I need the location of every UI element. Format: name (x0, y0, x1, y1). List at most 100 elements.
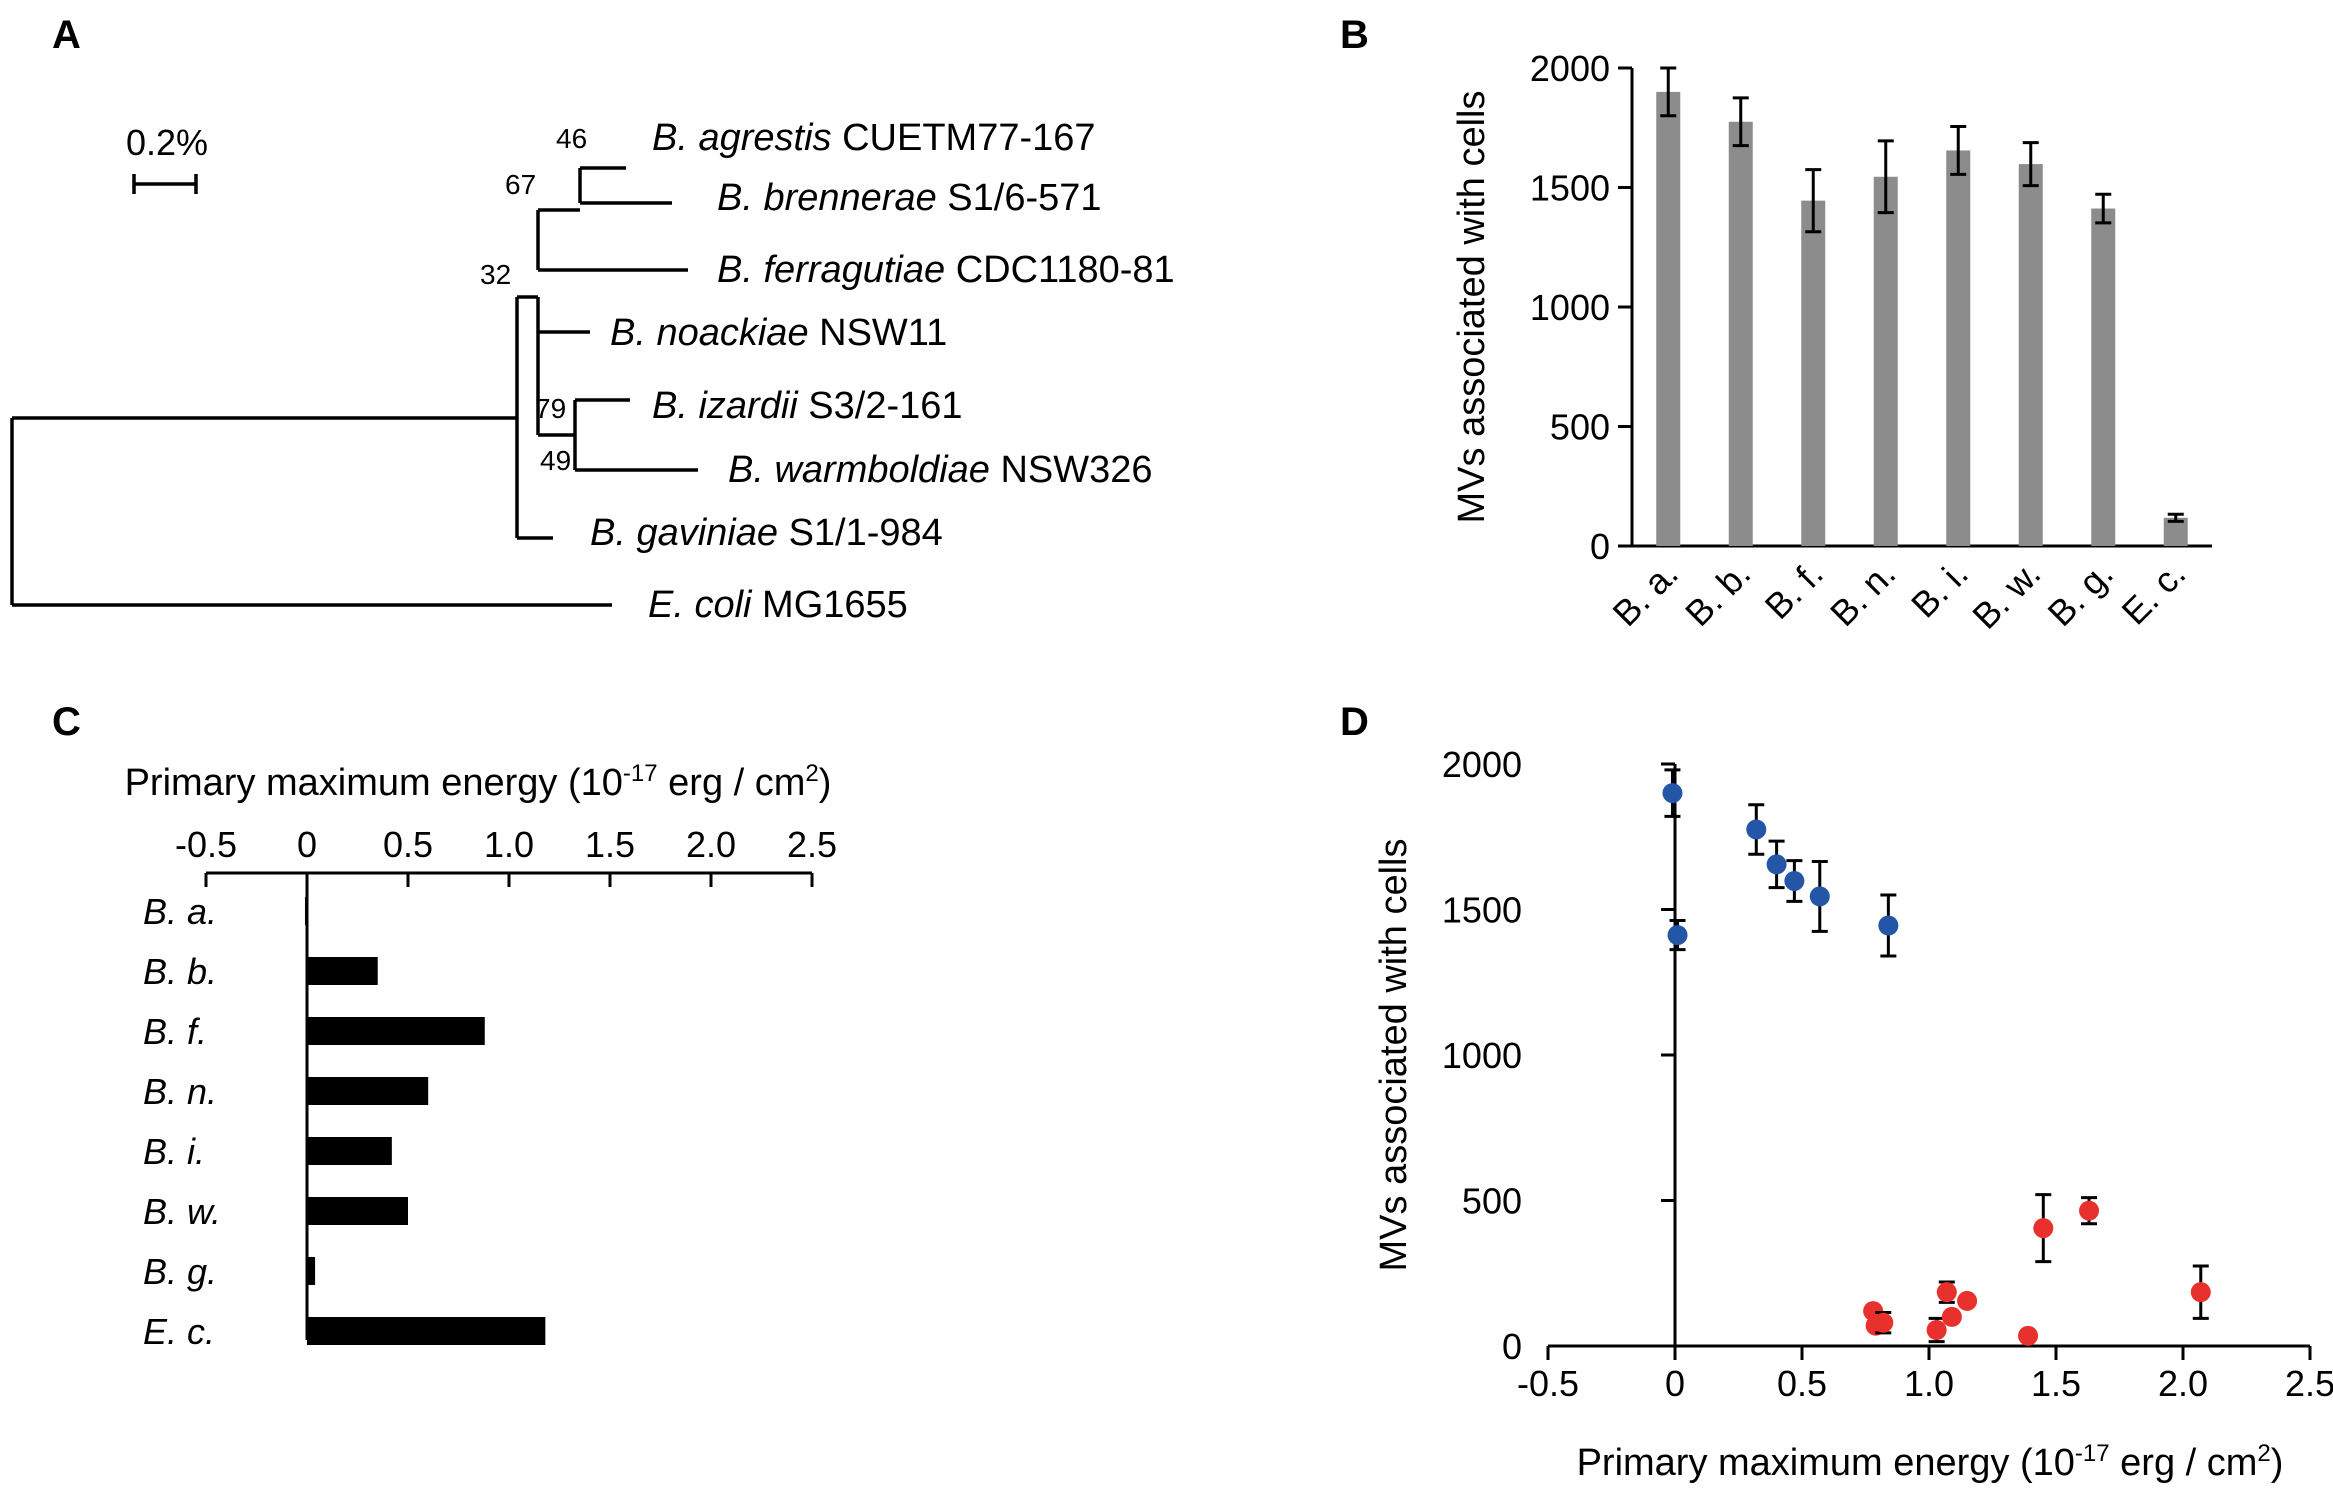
x-tick-label: 2.0 (2158, 1363, 2208, 1404)
bootstrap-values: 46 67 32 79 49 (480, 123, 587, 476)
leaf-label: B. agrestis CUETM77-167 (652, 117, 1096, 159)
y-category-label: B. a. (143, 891, 217, 932)
x-tick-label: 0 (297, 824, 317, 865)
x-tick-label: B. n. (1822, 553, 1903, 634)
x-tick-label: -0.5 (175, 824, 237, 865)
scale-bar-label: 0.2% (126, 122, 208, 163)
y-axis-title: MVs associated with cells (1373, 839, 1415, 1272)
y-category-label: B. f. (143, 1011, 207, 1052)
scatter-point (1926, 1319, 1947, 1340)
scatter-point (1667, 925, 1688, 946)
bar (2091, 208, 2116, 547)
x-tick-label: 2.5 (2285, 1363, 2333, 1404)
scatter-point (1936, 1282, 1957, 1303)
panel-label-d: D (1340, 700, 1369, 744)
bar (1873, 176, 1898, 546)
y-axis-title: MVs associated with cells (1451, 91, 1493, 524)
leaf-label: B. warmboldiae NSW326 (728, 449, 1153, 491)
scatter-point (2079, 1200, 2100, 1221)
bar (304, 897, 308, 925)
leaf-label: B. gaviniae S1/1-984 (590, 512, 943, 554)
bar (307, 1197, 408, 1225)
y-tick-label: 2000 (1442, 744, 1522, 785)
x-tick-label: 0.5 (1777, 1363, 1827, 1404)
y-tick-label: 1500 (1442, 890, 1522, 931)
x-tick-label: 1.0 (484, 824, 534, 865)
scatter-point (1746, 819, 1767, 840)
tree-branches (10, 166, 698, 607)
leaf-label: B. izardii S3/2-161 (652, 385, 963, 427)
bar (307, 1077, 429, 1105)
y-tick-label: 1500 (1530, 168, 1610, 209)
x-axis-title-exponent: 2 (2257, 1440, 2270, 1467)
x-tick-label: B. g. (2040, 553, 2121, 634)
x-tick-label: -0.5 (1517, 1363, 1579, 1404)
x-axis-title: Primary maximum energy (10-17 erg / cm2) (125, 760, 832, 804)
x-axis-title-text: ) (819, 762, 832, 804)
scatter-point (1941, 1306, 1962, 1327)
leaf-label: B. noackiae NSW11 (610, 312, 947, 354)
x-tick-label: 1.5 (2031, 1363, 2081, 1404)
x-tick-label: 0.5 (383, 824, 433, 865)
x-tick-label: B. i. (1903, 553, 1976, 626)
leaf-labels: B. agrestis CUETM77-167 B. brennerae S1/… (590, 117, 1175, 626)
leaf-label: B. brennerae S1/6-571 (717, 177, 1102, 219)
bar (2018, 164, 2043, 546)
bar (307, 957, 378, 985)
bar (1946, 150, 1971, 546)
bootstrap-value: 32 (480, 259, 511, 290)
y-tick-label: 0 (1502, 1326, 1522, 1367)
y-tick-label: 500 (1550, 407, 1610, 448)
x-tick-label: 1.0 (1904, 1363, 1954, 1404)
y-tick-label: 2000 (1530, 48, 1610, 89)
x-tick-label: E. c. (2113, 553, 2193, 633)
bootstrap-value: 67 (505, 169, 536, 200)
x-tick-label: 2.5 (787, 824, 837, 865)
bar (1728, 121, 1753, 547)
x-axis-title-text: erg / cm (658, 762, 806, 804)
x-tick-label: 2.0 (686, 824, 736, 865)
bar (307, 1017, 485, 1045)
bootstrap-value: 49 (540, 445, 571, 476)
y-category-label: B. i. (143, 1131, 205, 1172)
leaf-label: E. coli MG1655 (648, 584, 908, 626)
x-axis-title-exponent: 2 (805, 760, 818, 787)
bootstrap-value: 46 (556, 123, 587, 154)
x-tick-label: B. w. (1964, 553, 2048, 637)
bar (1801, 200, 1826, 546)
y-tick-label: 1000 (1442, 1035, 1522, 1076)
scatter-point (2018, 1325, 2039, 1346)
panel-label-a: A (52, 13, 81, 57)
scatter-point (2033, 1218, 2054, 1239)
scatter-point (1662, 783, 1683, 804)
y-tick-label: 0 (1590, 526, 1610, 567)
bar (307, 1257, 316, 1285)
leaf-label: B. ferragutiae CDC1180-81 (717, 249, 1175, 291)
scatter-point (1878, 915, 1899, 936)
x-tick-label: B. f. (1757, 553, 1831, 627)
y-category-label: B. b. (143, 951, 217, 992)
x-axis-title-exponent: -17 (2075, 1440, 2110, 1467)
scatter-point (1873, 1312, 1894, 1333)
bar (1656, 91, 1681, 547)
scatter-point (1809, 886, 1830, 907)
y-tick-label: 500 (1462, 1181, 1522, 1222)
y-category-label: B. n. (143, 1071, 217, 1112)
x-axis-title-text: erg / cm (2110, 1442, 2258, 1484)
y-category-label: B. g. (143, 1251, 217, 1292)
x-axis-title-text: Primary maximum energy (10 (125, 762, 623, 804)
panel-label-c: C (52, 700, 81, 744)
panel-label-b: B (1340, 13, 1369, 57)
x-tick-label: B. a. (1605, 553, 1686, 634)
x-axis-title-text: ) (2271, 1442, 2284, 1484)
bar (307, 1137, 392, 1165)
bar (307, 1317, 546, 1345)
bootstrap-value: 79 (535, 393, 566, 424)
x-tick-label: 1.5 (585, 824, 635, 865)
x-tick-label: 0 (1665, 1363, 1685, 1404)
x-axis-title: Primary maximum energy (10-17 erg / cm2) (1577, 1440, 2284, 1484)
scatter-point (2190, 1282, 2211, 1303)
